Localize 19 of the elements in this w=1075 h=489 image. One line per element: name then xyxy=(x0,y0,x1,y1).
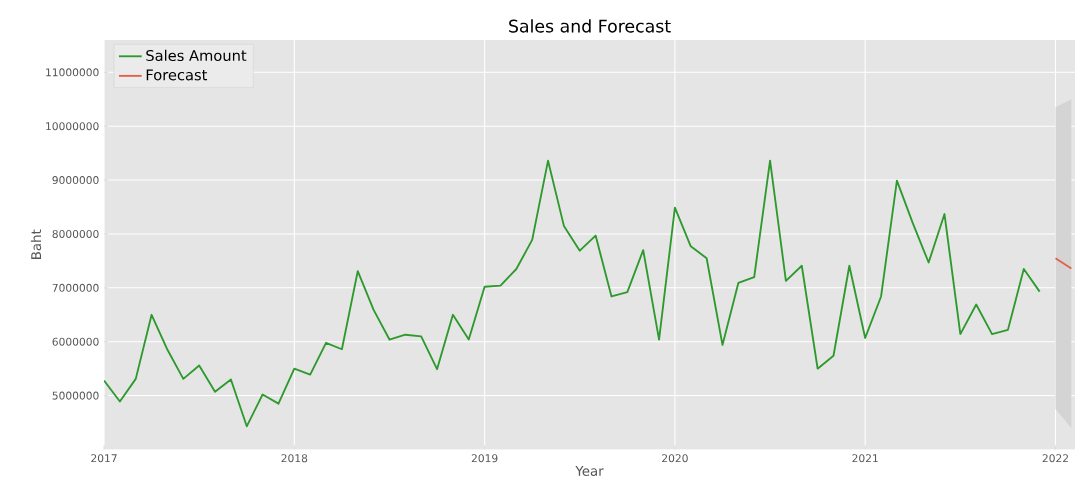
x-axis-title: Year xyxy=(575,465,604,476)
y-tick-label: 8000000 xyxy=(52,229,99,238)
x-tick-label: 2019 xyxy=(471,453,498,463)
legend-label: Sales Amount xyxy=(146,49,247,61)
y-tick-label: 7000000 xyxy=(52,283,99,292)
x-tick-label: 2018 xyxy=(281,453,308,463)
x-tick-label: 2020 xyxy=(662,453,688,463)
line-series xyxy=(104,159,1041,428)
x-tick-label: 2017 xyxy=(91,453,117,463)
y-tick-label: 5000000 xyxy=(52,391,99,400)
y-tick-label: 11000000 xyxy=(46,68,99,77)
y-axis-title: Baht xyxy=(30,229,42,259)
chart-title: Sales and Forecast xyxy=(509,18,671,33)
legend-label: Forecast xyxy=(146,69,208,81)
y-tick-label: 6000000 xyxy=(52,337,99,346)
x-tick-label: 2021 xyxy=(852,453,878,463)
y-tick-label: 9000000 xyxy=(52,175,99,184)
x-tick-label: 2022 xyxy=(1042,453,1068,463)
y-tick-label: 10000000 xyxy=(46,121,99,131)
